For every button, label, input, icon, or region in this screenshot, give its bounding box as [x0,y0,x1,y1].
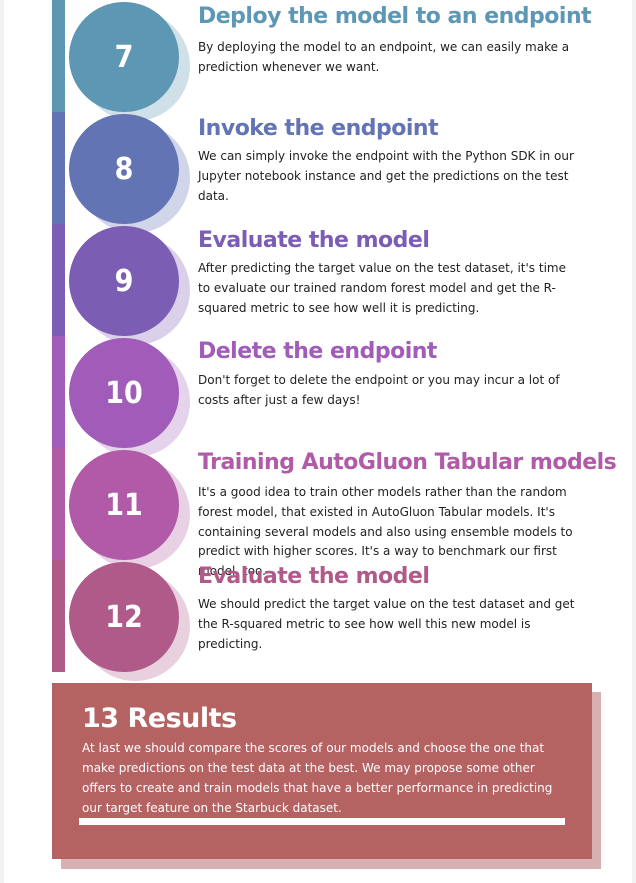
timeline-bar-segment [52,336,65,448]
step-10: 10 Delete the endpoint Don't forget to d… [4,336,632,457]
step-number-circle: 11 [69,450,179,560]
step-description: After predicting the target value on the… [198,261,566,315]
step-8: 8 Invoke the endpoint We can simply invo… [4,112,632,233]
step-number-circle: 10 [69,338,179,448]
step-11: 11 Training AutoGluon Tabular models It'… [4,448,632,578]
step-number-circle: 12 [69,562,179,672]
step-number-circle: 8 [69,114,179,224]
step-number: 12 [105,599,143,635]
step-description: Don't forget to delete the endpoint or y… [198,373,560,407]
infographic-page: 7 Deploy the model to an endpoint By dep… [4,0,632,883]
step-title: Deploy the model to an endpoint [198,4,592,29]
results-description: At last we should compare the scores of … [82,741,553,815]
timeline-bar-segment [52,560,65,672]
step-description: We can simply invoke the endpoint with t… [198,149,574,203]
step-title: Training AutoGluon Tabular models [198,450,617,475]
step-title: Evaluate the model [198,228,430,253]
step-title: Invoke the endpoint [198,116,439,141]
step-title: Evaluate the model [198,564,430,589]
step-number: 9 [114,263,134,299]
step-description: By deploying the model to an endpoint, w… [198,40,570,74]
step-number: 7 [114,39,134,75]
step-number-circle: 7 [69,2,179,112]
timeline-bar-segment [52,112,65,224]
step-number: 8 [114,151,134,187]
step-number: 11 [105,487,143,523]
step-12: 12 Evaluate the model We should predict … [4,560,632,681]
results-divider [79,818,565,825]
step-description: We should predict the target value on th… [198,597,575,651]
step-number: 10 [105,375,143,411]
step-title: Delete the endpoint [198,339,437,364]
timeline-bar-segment [52,224,65,336]
timeline-bar-segment [52,448,65,560]
step-number-circle: 9 [69,226,179,336]
step-description: It's a good idea to train other models r… [198,485,573,579]
timeline-bar-segment [52,0,65,112]
step-7: 7 Deploy the model to an endpoint By dep… [4,0,632,121]
results-title: 13 Results [82,703,237,734]
step-9: 9 Evaluate the model After predicting th… [4,224,632,345]
results-card: 13 Results At last we should compare the… [52,683,592,859]
